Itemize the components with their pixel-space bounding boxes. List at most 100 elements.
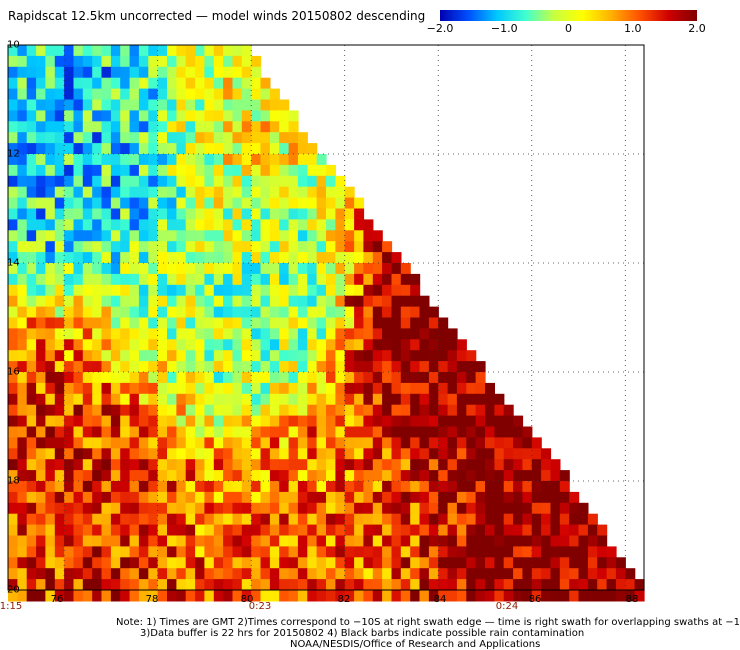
map-cell: [400, 382, 411, 395]
map-cell: [241, 273, 252, 286]
map-cell: [195, 219, 206, 231]
map-cell: [73, 557, 84, 569]
map-cell: [260, 361, 271, 373]
map-cell: [185, 437, 196, 449]
map-cell: [138, 263, 149, 275]
map-cell: [138, 415, 149, 428]
map-cell: [372, 590, 383, 602]
map-cell: [26, 208, 37, 220]
map-cell: [8, 66, 18, 79]
map-cell: [64, 579, 75, 591]
map-cell: [8, 590, 18, 602]
map-cell: [195, 230, 206, 242]
map-cell: [138, 382, 149, 395]
map-cell: [138, 143, 149, 155]
map-cell: [428, 317, 439, 329]
map-cell: [279, 175, 290, 188]
map-cell: [73, 154, 84, 166]
lat-label: 14: [7, 257, 20, 269]
map-cell: [316, 295, 327, 308]
map-cell: [456, 491, 467, 504]
map-cell: [92, 546, 103, 558]
map-cell: [92, 317, 103, 329]
map-cell: [17, 382, 28, 395]
map-cell: [419, 481, 430, 493]
map-cell: [279, 186, 290, 199]
map-cell: [223, 524, 234, 537]
map-cell: [129, 230, 140, 242]
map-cell: [251, 426, 262, 438]
map-cell: [138, 121, 149, 133]
map-cell: [382, 393, 393, 406]
map-cell: [260, 372, 271, 384]
map-cell: [297, 382, 308, 395]
map-cell: [288, 186, 299, 199]
map-cell: [120, 535, 131, 547]
map-cell: [26, 197, 37, 210]
map-cell: [176, 491, 187, 504]
map-cell: [223, 546, 234, 558]
map-cell: [372, 557, 383, 569]
map-cell: [54, 175, 65, 188]
map-cell: [167, 295, 177, 308]
map-cell: [101, 66, 112, 79]
map-cell: [73, 361, 84, 373]
map-cell: [36, 66, 47, 79]
map-cell: [288, 219, 299, 231]
map-cell: [204, 263, 215, 275]
map-cell: [73, 273, 84, 286]
map-cell: [176, 132, 187, 144]
map-cell: [269, 273, 280, 286]
map-cell: [344, 382, 355, 395]
map-cell: [204, 481, 215, 493]
map-cell: [297, 328, 308, 340]
map-cell: [316, 579, 327, 591]
map-cell: [316, 568, 327, 580]
map-cell: [382, 590, 393, 602]
map-cell: [157, 339, 168, 351]
map-cell: [26, 415, 37, 428]
map-cell: [391, 502, 402, 515]
map-cell: [307, 252, 318, 264]
map-cell: [410, 502, 421, 515]
map-cell: [148, 99, 159, 111]
map-cell: [26, 295, 37, 308]
map-cell: [110, 284, 121, 297]
map-cell: [17, 132, 28, 144]
map-cell: [279, 306, 290, 319]
map-cell: [120, 350, 131, 362]
map-cell: [157, 535, 168, 547]
map-cell: [129, 284, 140, 297]
map-cell: [36, 481, 47, 493]
map-cell: [8, 164, 18, 177]
map-cell: [531, 470, 542, 482]
map-cell: [419, 328, 430, 340]
map-cell: [26, 448, 37, 460]
map-cell: [260, 154, 271, 166]
map-cell: [354, 579, 365, 591]
map-cell: [456, 393, 467, 406]
map-cell: [410, 426, 421, 438]
map-cell: [522, 568, 533, 580]
map-cell: [503, 535, 514, 547]
map-cell: [513, 448, 524, 460]
map-cell: [138, 513, 149, 526]
map-cell: [17, 328, 28, 340]
map-cell: [513, 426, 524, 438]
time-label: 1:15: [0, 601, 23, 612]
map-cell: [101, 77, 112, 90]
map-cell: [391, 393, 402, 406]
map-cell: [485, 481, 495, 493]
map-cell: [176, 361, 187, 373]
map-cell: [400, 481, 411, 493]
map-cell: [269, 426, 280, 438]
map-cell: [410, 328, 421, 340]
map-cell: [120, 186, 131, 199]
map-cell: [410, 557, 421, 569]
map-cell: [456, 535, 467, 547]
map-cell: [17, 524, 28, 537]
map-cell: [541, 513, 552, 526]
map-cell: [531, 590, 542, 602]
map-cell: [110, 382, 121, 395]
map-cell: [578, 579, 589, 591]
